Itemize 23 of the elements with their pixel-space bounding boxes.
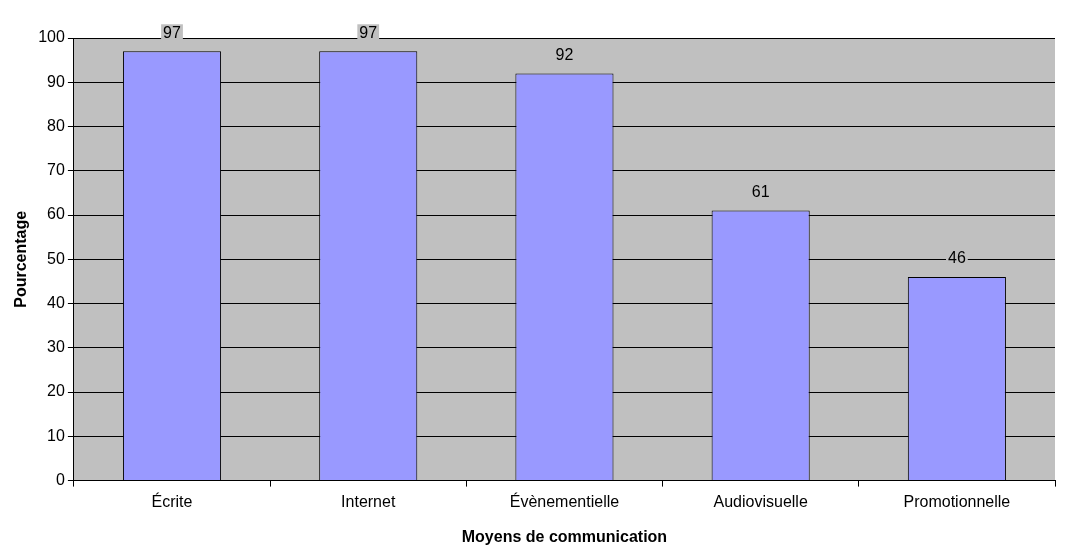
y-tick-label: 40 — [47, 293, 65, 311]
x-tick-label: Évènementielle — [509, 491, 620, 510]
y-tick-label: 70 — [47, 161, 65, 179]
data-label: 92 — [555, 45, 574, 63]
y-tick-label: 80 — [47, 116, 65, 134]
data-label: 61 — [751, 183, 770, 201]
y-tick-label: 20 — [47, 382, 65, 400]
y-tick-label: 10 — [47, 426, 65, 444]
data-label: 46 — [947, 249, 966, 267]
y-tick-label: 60 — [47, 205, 65, 223]
y-tick-label: 30 — [47, 338, 65, 356]
x-tick-label: Internet — [341, 492, 396, 510]
y-tick-label: 100 — [38, 28, 65, 46]
y-tick-label: 50 — [47, 249, 65, 267]
x-axis-title: Moyens de communication — [461, 527, 668, 545]
x-tick-label: Écrite — [151, 491, 193, 510]
x-tick-label: Audiovisuelle — [713, 492, 808, 510]
x-tick-label: Promotionnelle — [903, 492, 1011, 510]
y-tick-label: 0 — [55, 471, 65, 489]
y-axis-title: Pourcentage — [12, 210, 30, 308]
data-label: 97 — [163, 23, 182, 41]
data-label: 97 — [359, 23, 378, 41]
y-tick-label: 90 — [47, 72, 65, 90]
